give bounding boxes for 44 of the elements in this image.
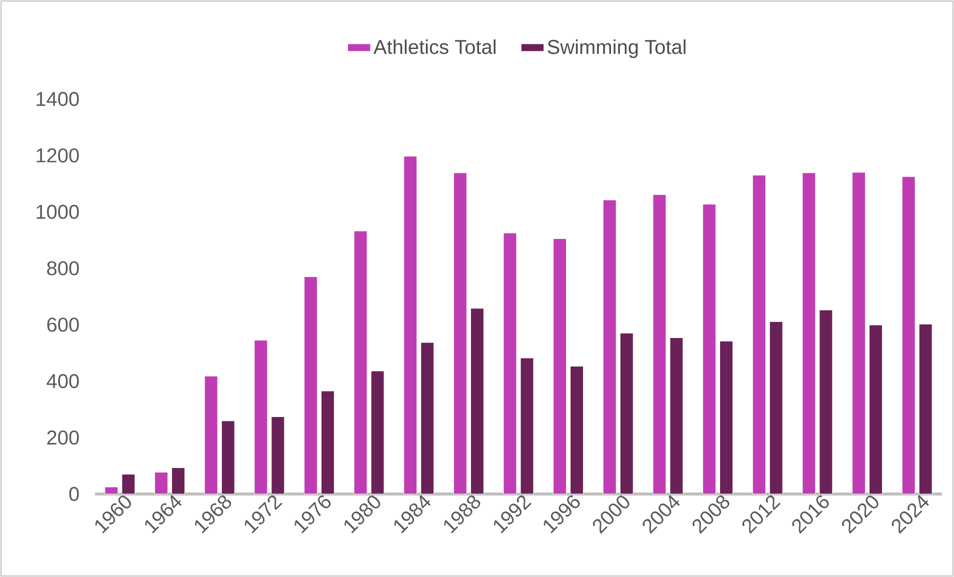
y-tick-label: 800: [47, 261, 79, 276]
legend-label: Athletics Total: [373, 39, 496, 54]
bar: [354, 230, 368, 494]
bar: [868, 324, 883, 494]
bar: [404, 156, 418, 494]
bar: [204, 376, 218, 494]
y-tick-label: 1400: [36, 92, 79, 106]
bar: [453, 172, 467, 494]
bar: [254, 340, 268, 494]
bar: [420, 342, 434, 494]
legend-label: Swimming Total: [548, 39, 686, 58]
bar: [221, 420, 235, 494]
bar: [520, 358, 534, 494]
y-tick-label: 1200: [36, 148, 79, 162]
y-tick-label: 200: [47, 430, 79, 445]
bar: [720, 340, 734, 494]
bar: [122, 474, 136, 494]
bar: [370, 370, 384, 494]
bar: [702, 204, 716, 494]
bar: [670, 337, 684, 494]
bar: [620, 332, 634, 494]
bar: [553, 238, 567, 494]
y-tick-label: 0: [69, 486, 79, 502]
bar: [570, 366, 584, 494]
bar: [304, 276, 318, 494]
bar: [503, 232, 517, 494]
bar: [902, 176, 916, 494]
bar: [171, 467, 186, 494]
bar: [769, 321, 783, 494]
bar: [802, 172, 816, 494]
bar: [320, 390, 334, 494]
bar: [602, 200, 616, 494]
bar: [852, 172, 866, 494]
bar: [918, 324, 932, 494]
bar: [819, 310, 833, 494]
y-tick-label: 400: [46, 374, 79, 388]
bar: [271, 416, 285, 494]
bar: [104, 486, 118, 494]
bar: [652, 194, 666, 494]
bar: [470, 308, 484, 494]
bar: [752, 174, 766, 494]
bar: [154, 472, 168, 494]
y-tick-label: 600: [47, 318, 79, 332]
y-tick-label: 1000: [36, 204, 79, 219]
